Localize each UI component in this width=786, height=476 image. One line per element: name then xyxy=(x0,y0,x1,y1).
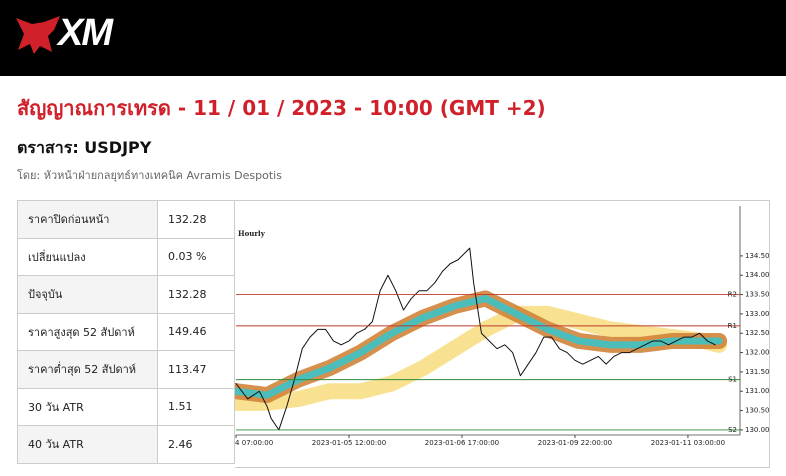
logo[interactable]: XM xyxy=(58,12,113,54)
cell-label: ปัจจุบัน xyxy=(17,275,158,314)
indicator-band xyxy=(235,294,723,399)
x-tick-label: 2023-01-05 12:00:00 xyxy=(312,439,386,447)
cell-value: 113.47 xyxy=(157,350,235,389)
stats-table: ราคาปิดก่อนหน้า 132.28 เปลี่ยนแปลง 0.03 % ปั… xyxy=(17,200,235,464)
level-label: S1 xyxy=(728,376,737,384)
chart: Hourly 130.00 130.50 131.00 131.50 132.00 132… xyxy=(235,200,770,468)
x-tick-label: 2023-01-09 22:00:00 xyxy=(538,439,612,447)
cell-value: 2.46 xyxy=(157,425,235,464)
x-tick-label: 2023-01-04 07:00:00 xyxy=(235,439,273,447)
y-tick-label: 133.00 xyxy=(745,310,770,318)
table-row: ปัจจุบัน 132.28 xyxy=(17,275,235,314)
y-tick-label: 132.00 xyxy=(745,349,770,357)
table-row: 40 วัน ATR 2.46 xyxy=(17,425,235,464)
table-row: เปลี่ยนแปลง 0.03 % xyxy=(17,237,235,276)
x-tick-label: 2023-01-11 03:00:00 xyxy=(651,439,725,447)
table-row: ราคาสูงสุด 52 สัปดาห์ 149.46 xyxy=(17,312,235,351)
price-line xyxy=(235,247,716,431)
chart-subtitle: Hourly xyxy=(238,229,266,238)
y-tick-label: 134.00 xyxy=(745,271,770,279)
cell-value: 132.28 xyxy=(157,275,235,314)
cell-value: 149.46 xyxy=(157,312,235,351)
author: โดย: หัวหน้าฝ่ายกลยุทธ์ทางเทคนิค Avramis… xyxy=(17,169,282,182)
y-tick-label: 133.50 xyxy=(745,291,770,299)
y-tick-label: 131.00 xyxy=(745,387,770,395)
x-tick-label: 2023-01-06 17:00:00 xyxy=(425,439,499,447)
cell-label: ราคาต่ำสุด 52 สัปดาห์ xyxy=(17,350,158,389)
y-tick-label: 134.50 xyxy=(745,252,770,260)
y-tick-label: 130.00 xyxy=(745,426,770,434)
indicator-band xyxy=(235,305,728,411)
instrument: ตราสาร: USDJPY xyxy=(17,138,152,157)
header: XM xyxy=(0,0,786,76)
cell-label: ราคาปิดก่อนหน้า xyxy=(17,200,158,239)
level-label: R1 xyxy=(728,322,737,330)
cell-value: 132.28 xyxy=(157,200,235,239)
level-label: R2 xyxy=(728,291,737,299)
y-tick-label: 132.50 xyxy=(745,329,770,337)
page-title: สัญญาณการเทรด - 11 / 01 / 2023 - 10:00 (… xyxy=(17,96,546,120)
cell-value: 0.03 % xyxy=(157,237,235,276)
cell-label: 30 วัน ATR xyxy=(17,387,158,426)
cell-label: 40 วัน ATR xyxy=(17,425,158,464)
y-tick-label: 130.50 xyxy=(745,407,770,415)
table-row: ราคาปิดก่อนหน้า 132.28 xyxy=(17,200,235,239)
level-label: S2 xyxy=(728,426,737,434)
table-row: 30 วัน ATR 1.51 xyxy=(17,387,235,426)
cell-label: ราคาสูงสุด 52 สัปดาห์ xyxy=(17,312,158,351)
table-row: ราคาต่ำสุด 52 สัปดาห์ 113.47 xyxy=(17,350,235,389)
cell-value: 1.51 xyxy=(157,387,235,426)
cell-label: เปลี่ยนแปลง xyxy=(17,237,158,276)
y-tick-label: 131.50 xyxy=(745,368,770,376)
logo-icon xyxy=(16,16,60,54)
